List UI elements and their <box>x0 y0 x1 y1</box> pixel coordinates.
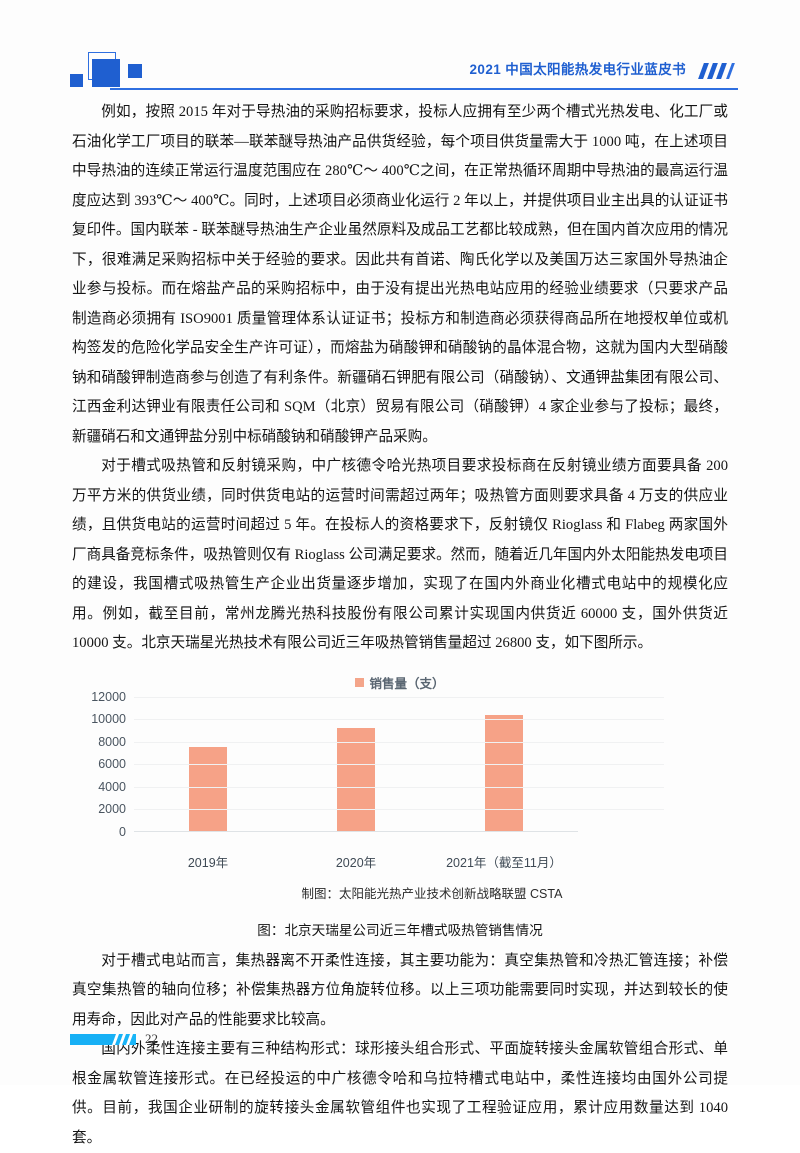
chart-legend: 销售量（支） <box>72 673 728 693</box>
document-page: 2021 中国太阳能热发电行业蓝皮书 例如，按照 2015 年对于导热油的采购招… <box>70 44 738 1146</box>
footer-bar-decoration <box>70 1033 136 1045</box>
y-axis-tick: 2000 <box>98 802 126 816</box>
y-axis-tick: 6000 <box>98 757 126 771</box>
paragraph-2: 对于槽式吸热管和反射镜采购，中广核德令哈光热项目要求投标商在反射镜业绩方面要具备… <box>72 458 728 651</box>
chart-gridline <box>134 786 664 788</box>
bar-chart: 12000 10000 8000 6000 4000 2000 0 <box>72 690 728 847</box>
paragraph-4: 国内外柔性连接主要有三种结构形式：球形接头组合形式、平面旋转接头金属软管组合形式… <box>72 1041 728 1146</box>
chart-gridline <box>134 719 664 720</box>
blue-squares-logo <box>70 48 186 88</box>
chart-bar-slot <box>134 696 282 831</box>
chart-bar-slot <box>282 696 430 831</box>
figure-caption: 图：北京天瑞星公司近三年槽式吸热管销售情况 <box>257 922 543 938</box>
y-axis-tick: 4000 <box>98 779 126 794</box>
logo-square-large <box>92 59 120 87</box>
logo-square-small-left <box>70 74 83 87</box>
chart-bar <box>189 747 227 831</box>
chart-gridline <box>134 741 664 743</box>
chart-bar <box>337 728 375 831</box>
header-title: 2021 中国太阳能热发电行业蓝皮书 <box>469 62 686 77</box>
chart-bars <box>134 696 578 831</box>
legend-label: 销售量（支） <box>369 677 445 691</box>
chart-bar-slot <box>430 696 578 831</box>
chart-bar <box>485 714 523 831</box>
paragraph-3: 对于槽式电站而言，集热器离不开柔性连接，其主要功能为：真空集热管和冷热汇管连接；… <box>72 952 728 1028</box>
paragraph-1: 例如，按照 2015 年对于导热油的采购招标要求，投标人应拥有至少两个槽式光热发… <box>72 104 728 445</box>
chart-x-axis: 2019年 2020年 2021年（截至11月） <box>72 852 728 871</box>
chart-source-note: 制图：太阳能光热产业技术创新战略联盟 CSTA <box>301 886 563 901</box>
x-axis-label: 2021年（截至11月） <box>446 855 562 870</box>
x-axis-label: 2019年 <box>187 855 229 870</box>
page-header: 2021 中国太阳能热发电行业蓝皮书 <box>70 44 738 90</box>
y-axis-tick: 12000 <box>91 689 126 704</box>
figure-block: 销售量（支） 12000 10000 8000 6000 4000 2000 0 2019年… <box>72 673 728 939</box>
header-divider <box>110 88 738 90</box>
slash-decoration-icon <box>698 62 738 79</box>
chart-plot-area <box>134 696 664 832</box>
chart-gridline <box>134 809 664 810</box>
chart-gridline <box>134 696 664 698</box>
page-content: 例如，按照 2015 年对于导热油的采购招标要求，投标人应拥有至少两个槽式光热发… <box>72 98 728 1153</box>
chart-gridline <box>134 764 664 765</box>
chart-y-axis: 12000 10000 8000 6000 4000 2000 0 <box>72 690 130 839</box>
y-axis-tick: 10000 <box>91 712 126 726</box>
y-axis-tick: 8000 <box>98 734 126 749</box>
y-axis-tick: 0 <box>119 824 126 839</box>
logo-square-small-right <box>128 64 142 78</box>
legend-swatch-icon <box>355 678 365 687</box>
page-footer: 22 <box>70 1031 158 1047</box>
page-number: 22 <box>145 1031 158 1046</box>
x-axis-label: 2020年 <box>335 855 377 870</box>
